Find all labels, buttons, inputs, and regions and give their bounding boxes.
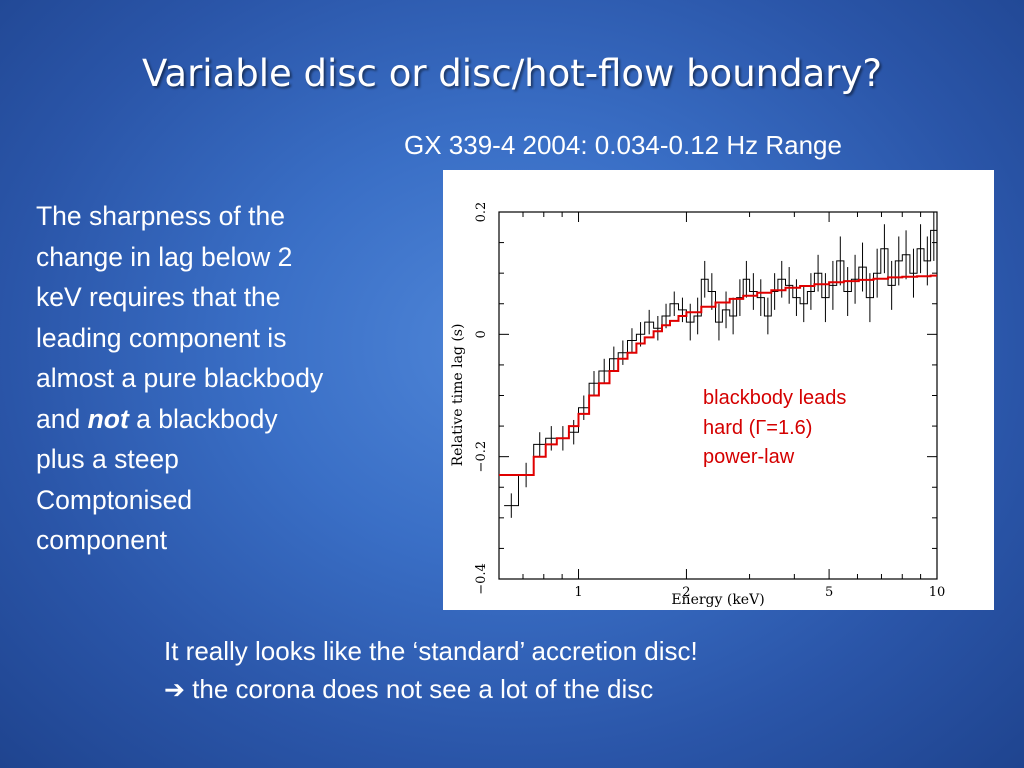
model-annotation: blackbody leads hard (Γ=1.6) power-law: [703, 384, 933, 473]
y-tick-label: 0.2: [474, 202, 489, 223]
y-tick-label: −0.2: [474, 441, 489, 473]
explanation-fragment: a blackbody: [128, 403, 278, 434]
x-tick-label: 5: [825, 585, 833, 600]
model-step-line: [499, 274, 937, 476]
conclusion-text: It really looks like the ‘standard’ accr…: [164, 632, 984, 709]
data-step-line: [504, 229, 937, 507]
explanation-line: Comptonised: [36, 484, 193, 515]
chart-caption: GX 339-4 2004: 0.034-0.12 Hz Range: [404, 130, 842, 160]
explanation-line: component: [36, 525, 168, 555]
explanation-text: The sharpness of the change in lag below…: [36, 196, 426, 561]
y-tick-label: −0.4: [474, 563, 489, 595]
y-axis-label: Relative time lag (s): [450, 324, 466, 467]
y-tick-label: 0: [474, 330, 489, 338]
explanation-line: leading component is: [36, 322, 287, 353]
x-tick-label: 10: [929, 585, 946, 600]
explanation-line: The sharpness of the: [36, 201, 285, 231]
explanation-line: keV requires that the: [36, 282, 281, 312]
slide-title: Variable disc or disc/hot-flow boundary?: [141, 52, 883, 95]
annotation-line: power-law: [703, 446, 795, 468]
axis-ticks: [498, 211, 938, 580]
explanation-line: and not a blackbody: [36, 399, 426, 440]
lag-energy-chart: 1 2 5 10 −0.4 −0.2 0 0.2 Energy (keV) Relative …: [443, 170, 994, 610]
arrow-right-icon: ➔: [164, 676, 185, 704]
x-axis-label: Energy (keV): [671, 592, 764, 608]
axis-tick-labels: 1 2 5 10 −0.4 −0.2 0 0.2: [474, 202, 945, 600]
data-series: [504, 212, 937, 518]
annotation-line: hard (Γ=1.6): [703, 416, 813, 439]
explanation-line: change in lag below 2: [36, 241, 293, 272]
chart-svg: 1 2 5 10 −0.4 −0.2 0 0.2 Energy (keV) Relative …: [450, 202, 945, 608]
conclusion-line: It really looks like the ‘standard’ accr…: [164, 636, 698, 666]
explanation-line: plus a steep: [36, 444, 179, 474]
explanation-line: almost a pure blackbody: [36, 363, 324, 393]
conclusion-fragment: the corona does not see a lot of the dis…: [184, 674, 654, 704]
emphasis-not: not: [87, 403, 129, 434]
conclusion-line: ➔ the corona does not see a lot of the d…: [164, 670, 984, 709]
x-tick-label: 2: [682, 585, 690, 600]
x-tick-label: 1: [574, 585, 582, 600]
model-series: [499, 274, 937, 476]
annotation-line: blackbody leads: [703, 387, 847, 409]
explanation-fragment: and: [36, 403, 88, 434]
